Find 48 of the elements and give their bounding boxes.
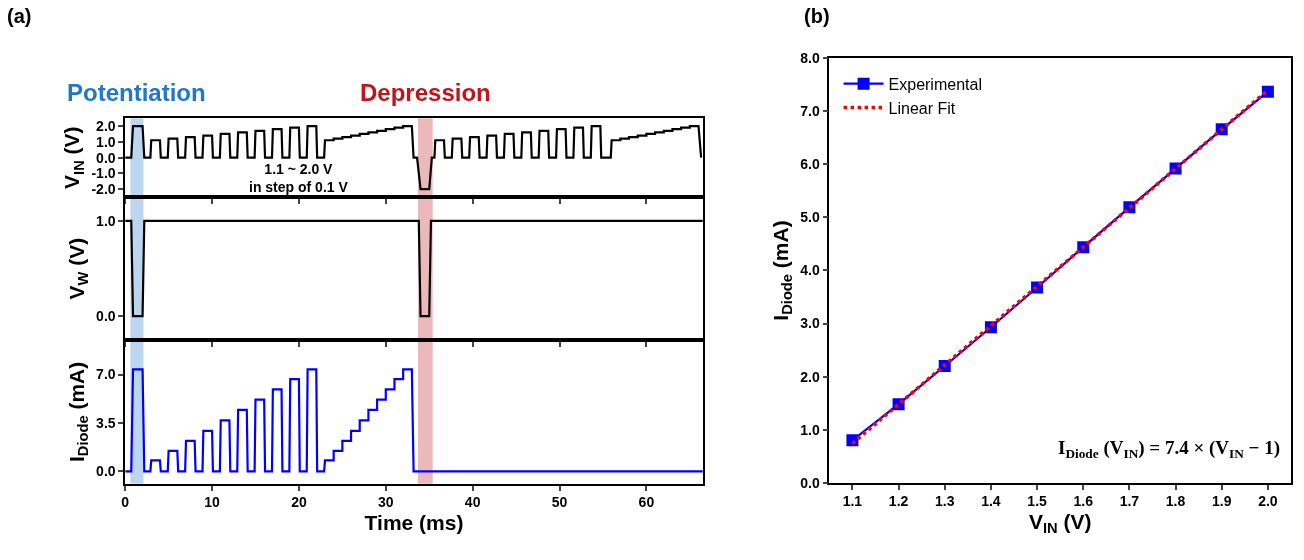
x-tick-label: 60 xyxy=(638,494,655,511)
y-tick-label: 6.0 xyxy=(800,156,820,173)
y-tick-label: 0.0 xyxy=(800,474,820,491)
annotation: 1.1 ~ 2.0 V in step of 0.1 V xyxy=(249,161,349,196)
legend-label: Linear Fit xyxy=(888,99,956,117)
x-tick-label: 2.0 xyxy=(1258,493,1278,510)
x-tick-label: 1.9 xyxy=(1211,493,1232,510)
chart-title: (a) xyxy=(7,5,32,27)
y-tick-label: 0.0 xyxy=(96,308,116,325)
y-tick-label: 0.0 xyxy=(96,149,116,166)
x-tick-label: 1.2 xyxy=(888,493,909,510)
x-tick-label: 1.3 xyxy=(935,493,955,510)
x-axis-title: Time (ms) xyxy=(364,511,464,535)
y-tick-label: 0.0 xyxy=(96,463,116,480)
x-tick-label: 1.1 xyxy=(842,493,863,510)
x-tick-label: 30 xyxy=(377,494,394,511)
y-tick-label: 2.0 xyxy=(800,368,820,385)
x-tick-label: 50 xyxy=(551,494,568,511)
x-tick-label: 1.7 xyxy=(1119,493,1140,510)
annotation: I$_{Diode}$ (V$_{IN}$) = 7.4 × (V$_{IN}$ − 1) xyxy=(1058,437,1280,461)
y-tick-label: -1.0 xyxy=(91,165,116,182)
y-tick-label: 8.0 xyxy=(800,50,820,67)
band-label: Depression xyxy=(360,79,491,106)
chart-title: (b) xyxy=(804,5,830,27)
band-label: Potentiation xyxy=(67,79,206,106)
x-tick-label: 40 xyxy=(464,494,481,511)
y-tick-label: -2.0 xyxy=(91,181,116,198)
x-axis-title: V$_{IN}$ (V) xyxy=(1028,510,1092,537)
x-tick-label: 1.4 xyxy=(981,493,1001,510)
y-tick-label: 4.0 xyxy=(800,262,820,279)
line-series xyxy=(125,368,703,473)
x-tick-label: 20 xyxy=(291,494,307,511)
y-tick-label: 1.0 xyxy=(800,421,820,438)
x-tick-label: 1.5 xyxy=(1027,493,1048,510)
y-tick-label: 5.0 xyxy=(800,209,820,226)
y-tick-label: 3.5 xyxy=(96,414,116,431)
x-tick-label: 10 xyxy=(204,494,221,511)
y-tick-label: 7.0 xyxy=(800,103,820,120)
point xyxy=(1261,85,1274,98)
y-tick-label: 1.0 xyxy=(96,133,116,150)
x-tick-label: 1.6 xyxy=(1073,493,1094,510)
legend-label: Experimental xyxy=(888,75,982,93)
y-tick-label: 3.0 xyxy=(800,315,820,332)
x-tick-label: 1.8 xyxy=(1165,493,1186,510)
y-tick-label: 2.0 xyxy=(96,117,116,134)
x-tick-label: 0 xyxy=(121,494,130,511)
y-tick-label: 7.0 xyxy=(96,366,116,383)
y-tick-label: 1.0 xyxy=(96,212,116,229)
